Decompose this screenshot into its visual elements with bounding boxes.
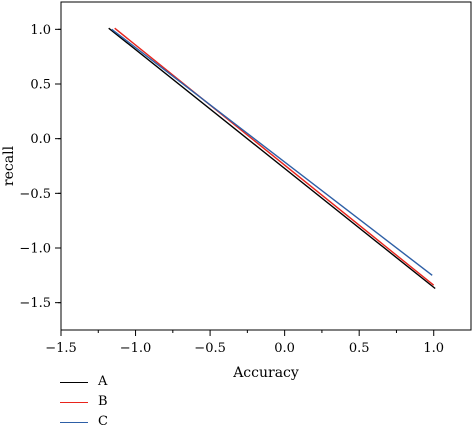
series-line-b [114, 27, 435, 286]
plot-frame [60, 1, 472, 331]
x-tick-label: 1.0 [423, 341, 444, 356]
legend-swatch-b [60, 402, 88, 403]
legend-item-a: A [60, 372, 180, 392]
legend-item-b: B [60, 392, 180, 412]
series-line-a [108, 27, 436, 290]
series-line-c [111, 28, 433, 276]
y-axis-label: recall [1, 145, 17, 186]
y-tick-label: 1.0 [30, 23, 51, 38]
axis-ticks: −1.5 −1.0 −0.5 0.0 0.5 1.0 1.0 0.5 0.0 −0.5 −1.0 −1… [19, 23, 444, 356]
legend-swatch-a [60, 382, 88, 383]
y-tick-label: −1.0 [19, 242, 51, 257]
legend-item-c: C [60, 412, 180, 432]
x-tick-label: 0.0 [274, 341, 295, 356]
legend-swatch-c [60, 422, 88, 423]
legend-label-a: A [98, 374, 108, 389]
series-lines [108, 27, 436, 290]
y-tick-label: 0.5 [30, 78, 51, 93]
legend-label-b: B [98, 394, 108, 409]
legend-label-c: C [98, 414, 108, 429]
x-tick-label: −1.0 [120, 341, 152, 356]
y-tick-label: 0.0 [30, 132, 51, 147]
y-tick-label: −0.5 [19, 187, 51, 202]
x-tick-label: −0.5 [194, 341, 226, 356]
x-tick-label: 0.5 [349, 341, 370, 356]
x-tick-label: −1.5 [45, 341, 77, 356]
x-axis-label: Accuracy [232, 365, 299, 381]
y-tick-label: −1.5 [19, 296, 51, 311]
plot-border [60, 1, 472, 331]
